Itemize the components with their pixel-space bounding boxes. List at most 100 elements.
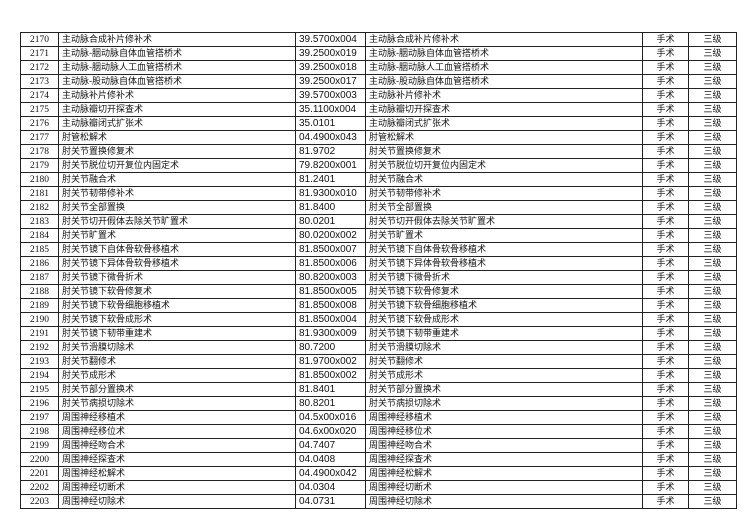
table-row: 2177 肘管松解术 04.4900x043 肘管松解术 手术 三级 — [20, 130, 737, 145]
procedure-name-repeat-cell: 肘关节镜下自体骨软骨移植术 — [365, 242, 643, 257]
table-row: 2190 肘关节镜下软骨成形术 81.8500x004 肘关节镜下软骨成形术 手术 三级 — [20, 312, 737, 327]
procedure-code-cell: 80.0200x002 — [295, 228, 366, 243]
row-number-cell: 2199 — [20, 438, 59, 453]
procedure-type-cell: 手术 — [642, 424, 689, 439]
procedure-name-repeat-cell: 肘关节镜下软骨成形术 — [365, 312, 643, 327]
procedure-level-cell: 三级 — [688, 46, 737, 61]
procedure-code-cell: 80.8201 — [295, 396, 366, 411]
procedure-name-cell: 肘关节脱位切开复位内固定术 — [58, 158, 296, 173]
procedure-code-cell: 04.6x00x020 — [295, 424, 366, 439]
row-number-cell: 2186 — [20, 256, 59, 271]
procedure-name-cell: 周围神经探查术 — [58, 452, 296, 467]
table-row: 2172 主动脉-胭动脉人工血管搭桥术 39.2500x018 主动脉-胭动脉人工血管… — [20, 60, 737, 75]
row-number-cell: 2172 — [20, 60, 59, 75]
table-row: 2178 肘关节置换修复术 81.9702 肘关节置换修复术 手术 三级 — [20, 144, 737, 159]
table-row: 2171 主动脉-胭动脉自体血管搭桥术 39.2500x019 主动脉-胭动脉自体血管… — [20, 46, 737, 61]
procedure-code-cell: 79.8200x001 — [295, 158, 366, 173]
procedure-name-repeat-cell: 肘关节融合术 — [365, 172, 643, 187]
procedure-type-cell: 手术 — [642, 298, 689, 313]
procedure-name-repeat-cell: 主动脉瓣切开探查术 — [365, 102, 643, 117]
procedure-name-cell: 肘关节镜下软骨成形术 — [58, 312, 296, 327]
procedure-code-cell: 04.4900x042 — [295, 466, 366, 481]
procedure-name-cell: 周围神经切除术 — [58, 494, 296, 509]
procedure-name-repeat-cell: 主动脉补片修补术 — [365, 88, 643, 103]
row-number-cell: 2178 — [20, 144, 59, 159]
row-number-cell: 2203 — [20, 494, 59, 509]
procedure-type-cell: 手术 — [642, 284, 689, 299]
procedure-code-cell: 04.0731 — [295, 494, 366, 509]
procedure-name-cell: 主动脉瓣闭式扩张术 — [58, 116, 296, 131]
table-row: 2201 周围神经松解术 04.4900x042 周围神经松解术 手术 三级 — [20, 466, 737, 481]
procedure-code-cell: 81.8500x007 — [295, 242, 366, 257]
procedure-name-cell: 肘关节镜下微骨折术 — [58, 270, 296, 285]
row-number-cell: 2200 — [20, 452, 59, 467]
procedure-type-cell: 手术 — [642, 466, 689, 481]
procedure-code-cell: 80.8200x003 — [295, 270, 366, 285]
procedure-name-cell: 肘关节镜下软骨细胞移植术 — [58, 298, 296, 313]
procedure-level-cell: 三级 — [688, 200, 737, 215]
procedure-name-repeat-cell: 肘关节镜下韧带重建术 — [365, 326, 643, 341]
procedure-name-repeat-cell: 肘关节镜下软骨细胞移植术 — [365, 298, 643, 313]
procedure-code-cell: 04.7407 — [295, 438, 366, 453]
procedure-name-cell: 肘关节融合术 — [58, 172, 296, 187]
procedure-name-cell: 肘关节置换修复术 — [58, 144, 296, 159]
procedure-type-cell: 手术 — [642, 144, 689, 159]
procedure-name-cell: 周围神经松解术 — [58, 466, 296, 481]
procedure-code-cell: 81.8400 — [295, 200, 366, 215]
procedure-code-cell: 04.0304 — [295, 480, 366, 495]
procedure-name-repeat-cell: 周围神经吻合术 — [365, 438, 643, 453]
procedure-name-repeat-cell: 肘关节全部置换 — [365, 200, 643, 215]
procedure-code-cell: 39.5700x004 — [295, 32, 366, 47]
procedure-name-repeat-cell: 周围神经探查术 — [365, 452, 643, 467]
table-row: 2203 周围神经切除术 04.0731 周围神经切除术 手术 三级 — [20, 494, 737, 509]
procedure-name-cell: 肘关节全部置换 — [58, 200, 296, 215]
procedure-name-cell: 肘关节镜下软骨修复术 — [58, 284, 296, 299]
procedure-level-cell: 三级 — [688, 270, 737, 285]
procedure-level-cell: 三级 — [688, 410, 737, 425]
procedure-type-cell: 手术 — [642, 32, 689, 47]
row-number-cell: 2171 — [20, 46, 59, 61]
table-row: 2174 主动脉补片修补术 39.5700x003 主动脉补片修补术 手术 三级 — [20, 88, 737, 103]
procedure-code-cell: 81.2401 — [295, 172, 366, 187]
procedure-level-cell: 三级 — [688, 228, 737, 243]
table-row: 2186 肘关节镜下异体骨软骨移植术 81.8500x006 肘关节镜下异体骨软骨移植… — [20, 256, 737, 271]
procedure-table: 2170 主动脉合成补片修补术 39.5700x004 主动脉合成补片修补术 手术 三级 2… — [20, 32, 737, 509]
procedure-name-repeat-cell: 肘关节翻修术 — [365, 354, 643, 369]
procedure-name-cell: 肘关节旷置术 — [58, 228, 296, 243]
row-number-cell: 2196 — [20, 396, 59, 411]
table-row: 2196 肘关节病损切除术 80.8201 肘关节病损切除术 手术 三级 — [20, 396, 737, 411]
procedure-code-cell: 81.9702 — [295, 144, 366, 159]
procedure-name-cell: 周围神经移位术 — [58, 424, 296, 439]
procedure-code-cell: 81.8500x002 — [295, 368, 366, 383]
row-number-cell: 2177 — [20, 130, 59, 145]
procedure-type-cell: 手术 — [642, 326, 689, 341]
procedure-level-cell: 三级 — [688, 312, 737, 327]
procedure-code-cell: 81.9700x002 — [295, 354, 366, 369]
procedure-level-cell: 三级 — [688, 452, 737, 467]
procedure-type-cell: 手术 — [642, 312, 689, 327]
procedure-type-cell: 手术 — [642, 396, 689, 411]
procedure-name-repeat-cell: 周围神经移位术 — [365, 424, 643, 439]
procedure-code-cell: 81.8500x006 — [295, 256, 366, 271]
procedure-name-cell: 肘关节翻修术 — [58, 354, 296, 369]
procedure-level-cell: 三级 — [688, 354, 737, 369]
row-number-cell: 2193 — [20, 354, 59, 369]
procedure-name-cell: 肘关节切开假体去除关节旷置术 — [58, 214, 296, 229]
row-number-cell: 2198 — [20, 424, 59, 439]
procedure-level-cell: 三级 — [688, 88, 737, 103]
table-row: 2191 肘关节镜下韧带重建术 81.9300x009 肘关节镜下韧带重建术 手术 三级 — [20, 326, 737, 341]
procedure-level-cell: 三级 — [688, 396, 737, 411]
procedure-level-cell: 三级 — [688, 368, 737, 383]
procedure-name-cell: 主动脉瓣切开探查术 — [58, 102, 296, 117]
procedure-level-cell: 三级 — [688, 256, 737, 271]
procedure-name-cell: 主动脉补片修补术 — [58, 88, 296, 103]
procedure-code-cell: 81.8500x004 — [295, 312, 366, 327]
table-row: 2176 主动脉瓣闭式扩张术 35.0101 主动脉瓣闭式扩张术 手术 三级 — [20, 116, 737, 131]
procedure-name-repeat-cell: 主动脉-股动脉自体血管搭桥术 — [365, 74, 643, 89]
procedure-level-cell: 三级 — [688, 340, 737, 355]
row-number-cell: 2197 — [20, 410, 59, 425]
row-number-cell: 2191 — [20, 326, 59, 341]
procedure-code-cell: 04.4900x043 — [295, 130, 366, 145]
procedure-name-cell: 肘关节镜下自体骨软骨移植术 — [58, 242, 296, 257]
table-row: 2198 周围神经移位术 04.6x00x020 周围神经移位术 手术 三级 — [20, 424, 737, 439]
